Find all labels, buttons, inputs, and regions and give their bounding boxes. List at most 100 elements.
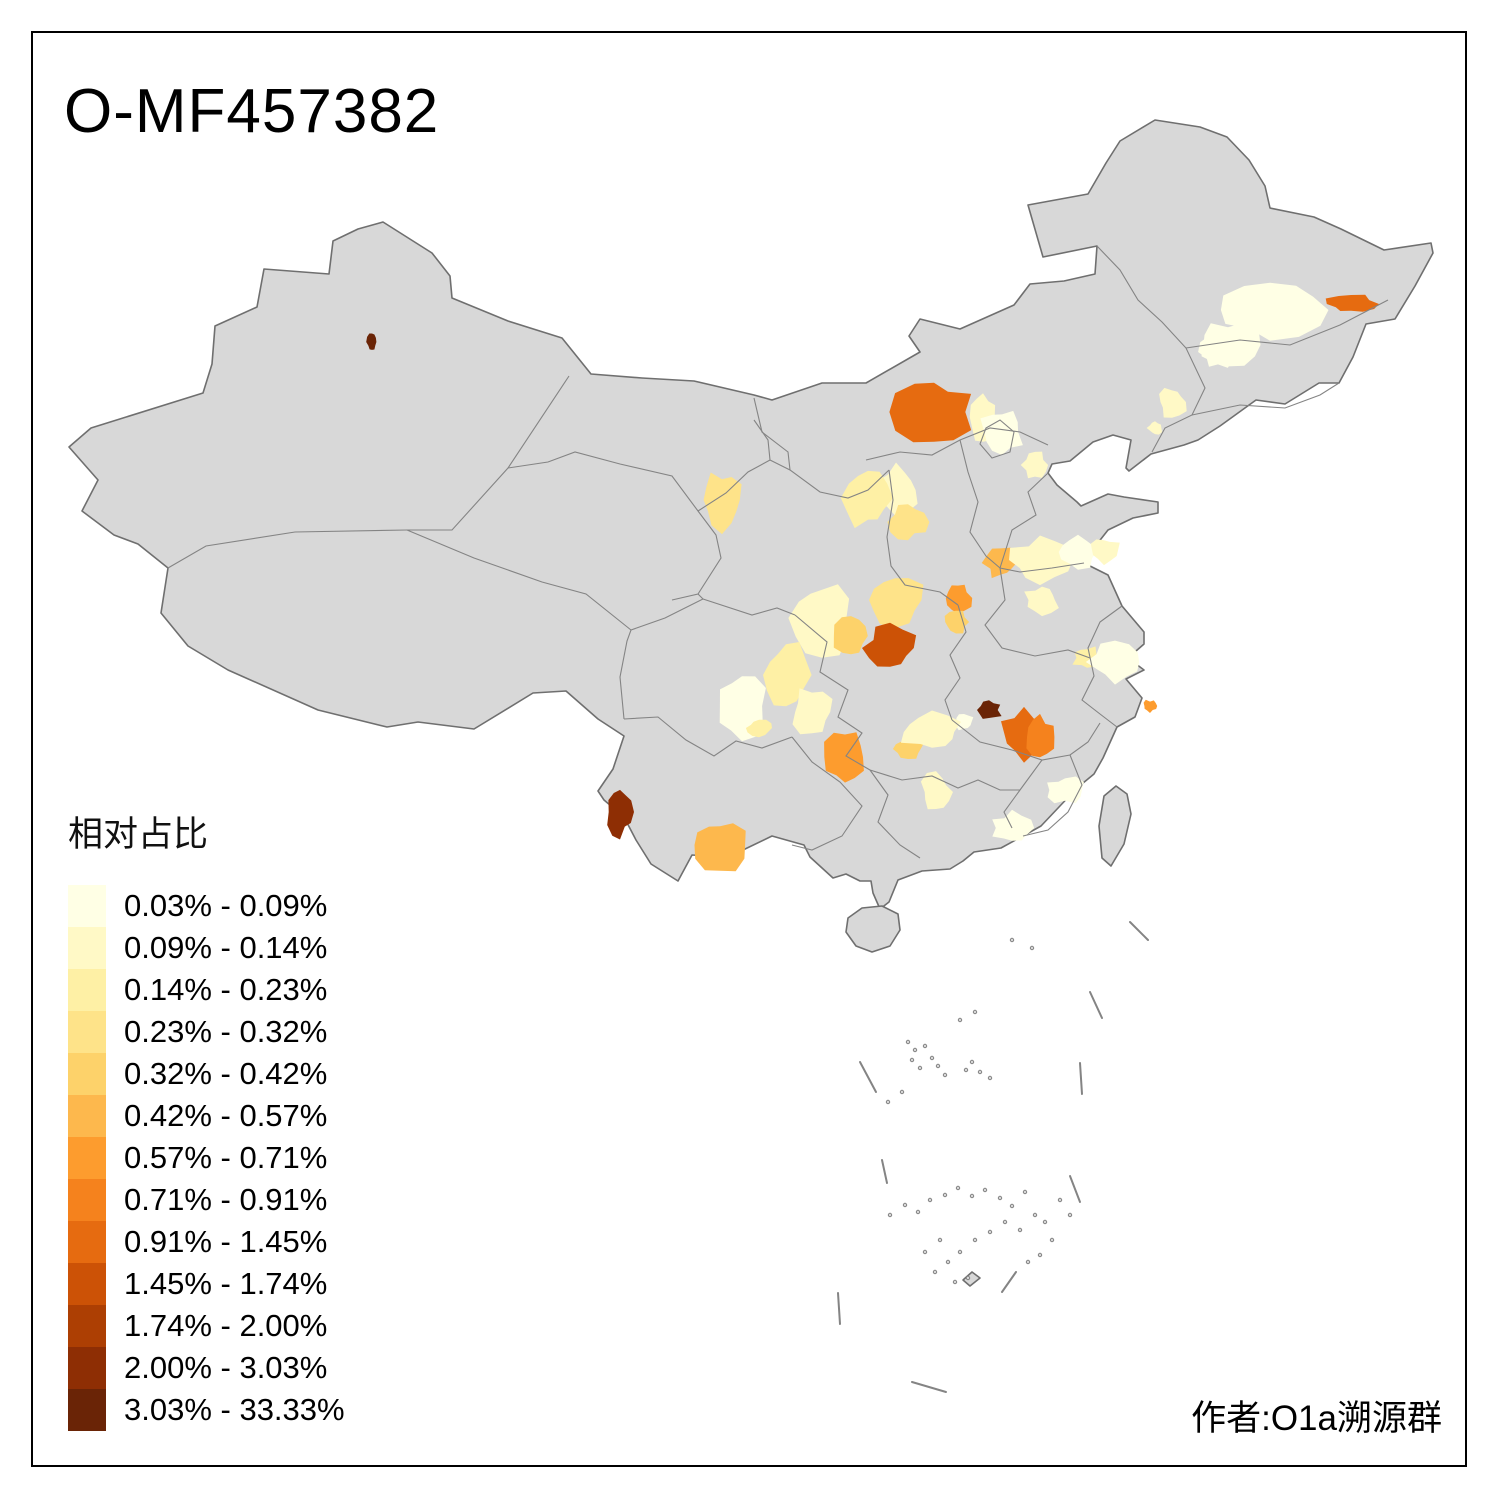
islet-dot xyxy=(912,1047,918,1053)
islet-dot xyxy=(952,1279,958,1285)
nine-dash-segment xyxy=(1001,1271,1017,1293)
islet-dot xyxy=(902,1202,908,1208)
legend-swatch xyxy=(68,1347,106,1389)
islet-dot xyxy=(905,1039,911,1045)
province-border-line xyxy=(791,736,863,851)
islet-dot xyxy=(972,1009,978,1015)
legend-label: 0.23% - 0.32% xyxy=(124,1014,328,1049)
county-region xyxy=(1159,387,1187,418)
nine-dash-segment xyxy=(911,1381,947,1393)
islet-dot xyxy=(1042,1219,1048,1225)
islet-dot xyxy=(997,1195,1003,1201)
islet-dot xyxy=(915,1209,921,1215)
islet-dot xyxy=(1029,945,1035,951)
province-border-line xyxy=(753,397,890,499)
legend-swatch xyxy=(68,969,106,1011)
mainland-outline xyxy=(68,119,1434,910)
county-region xyxy=(920,771,953,810)
islet-dot xyxy=(1032,1212,1038,1218)
nine-dash-segment xyxy=(1129,921,1149,941)
legend-swatch xyxy=(68,1389,106,1431)
legend-swatch xyxy=(68,1095,106,1137)
legend-row-5: 0.32% - 0.42% xyxy=(68,1053,345,1095)
islet-dot xyxy=(1002,1219,1008,1225)
taiwan-island xyxy=(1098,785,1132,867)
county-region xyxy=(862,622,917,667)
legend-swatch xyxy=(68,1137,106,1179)
islet-dot xyxy=(987,1075,993,1081)
legend-label: 0.57% - 0.71% xyxy=(124,1140,328,1175)
legend-swatch xyxy=(68,885,106,927)
islet-dot xyxy=(965,1275,971,1281)
legend-row-2: 0.09% - 0.14% xyxy=(68,927,345,969)
legend-label: 3.03% - 33.33% xyxy=(124,1392,345,1427)
county-region xyxy=(944,610,970,634)
islet-dot xyxy=(963,1067,969,1073)
legend-row-9: 0.91% - 1.45% xyxy=(68,1221,345,1263)
county-region xyxy=(840,470,894,529)
legend-row-13: 3.03% - 33.33% xyxy=(68,1389,345,1431)
county-region xyxy=(887,504,930,541)
province-border-line xyxy=(1185,299,1389,349)
province-border-line xyxy=(1003,759,1043,829)
islet-dot xyxy=(982,1187,988,1193)
province-border-line xyxy=(630,593,704,631)
nine-dash-segment xyxy=(1069,1175,1081,1203)
islet-dot xyxy=(1009,937,1015,943)
legend-swatch xyxy=(68,1221,106,1263)
legend-swatch xyxy=(68,1305,106,1347)
islet-dot xyxy=(955,1185,961,1191)
legend-label: 0.91% - 1.45% xyxy=(124,1224,328,1259)
province-border-line xyxy=(697,419,791,512)
south-china-sea-island xyxy=(962,1271,981,1287)
province-borders xyxy=(167,245,1389,859)
county-region xyxy=(900,710,961,748)
nine-dash-segment xyxy=(1079,1062,1083,1095)
legend-label: 0.03% - 0.09% xyxy=(124,888,328,923)
county-region xyxy=(1024,586,1059,617)
legend-rows: 0.03% - 0.09% 0.09% - 0.14% 0.14% - 0.23% 0… xyxy=(68,885,345,1431)
province-border-line xyxy=(999,562,1085,573)
province-border-line xyxy=(869,769,921,859)
county-region xyxy=(1085,640,1140,685)
islet-dot xyxy=(909,1057,915,1063)
islet-dot xyxy=(987,1229,993,1235)
county-region xyxy=(792,688,833,735)
islet-dot xyxy=(927,1197,933,1203)
province-border-line xyxy=(984,567,1091,659)
county-region xyxy=(980,410,1023,455)
islet-dot xyxy=(932,1269,938,1275)
province-border-line xyxy=(623,716,793,757)
legend-swatch xyxy=(68,1179,106,1221)
islet-dot xyxy=(1017,1227,1023,1233)
legend-label: 0.14% - 0.23% xyxy=(124,972,328,1007)
islet-dot xyxy=(1022,1189,1028,1195)
legend-row-12: 2.00% - 3.03% xyxy=(68,1347,345,1389)
province-border-line xyxy=(406,529,632,720)
legend-row-11: 1.74% - 2.00% xyxy=(68,1305,345,1347)
county-region xyxy=(892,740,925,759)
plot-title: O-MF457382 xyxy=(64,77,440,146)
legend: 相对占比 0.03% - 0.09% 0.09% - 0.14% 0.14% - 0… xyxy=(68,806,345,1431)
legend-swatch xyxy=(68,1011,106,1053)
nine-dash-segment xyxy=(837,1292,841,1325)
county-region xyxy=(1009,535,1073,586)
islet-dot xyxy=(945,1259,951,1265)
legend-label: 2.00% - 3.03% xyxy=(124,1350,328,1385)
legend-label: 1.74% - 2.00% xyxy=(124,1308,328,1343)
province-border-line xyxy=(944,604,967,721)
hainan-island xyxy=(845,905,901,953)
legend-row-6: 0.42% - 0.57% xyxy=(68,1095,345,1137)
islet-dot xyxy=(899,1089,905,1095)
county-region xyxy=(1198,336,1235,368)
islet-dot xyxy=(1037,1252,1043,1258)
islet-dot xyxy=(942,1072,948,1078)
county-region xyxy=(945,584,973,614)
county-region xyxy=(977,700,1002,719)
county-region xyxy=(1020,451,1049,479)
author-note: 作者:O1a溯源群 xyxy=(1191,1399,1442,1438)
county-region xyxy=(607,789,634,840)
province-border-line xyxy=(1191,382,1340,416)
county-region xyxy=(833,616,868,655)
county-region xyxy=(1143,699,1158,713)
